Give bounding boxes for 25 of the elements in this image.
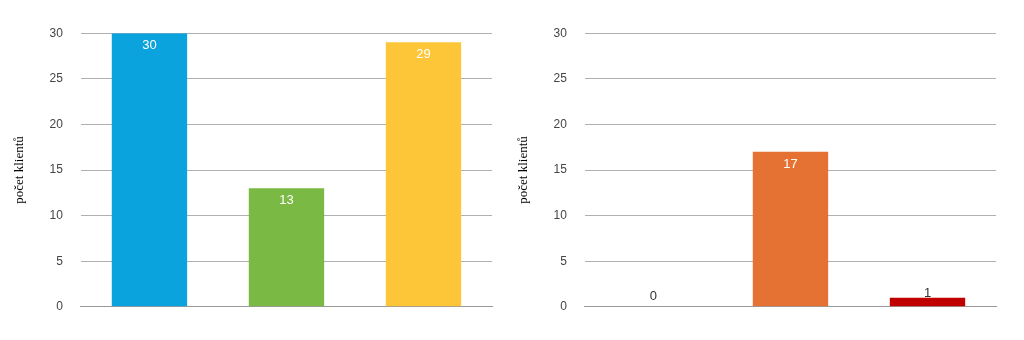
data-label: 1 (923, 284, 932, 300)
data-label: 0 (649, 287, 658, 303)
y-tick-label: 25 (49, 71, 64, 86)
bar (248, 188, 325, 307)
y-axis-title: počet klientů (515, 135, 531, 204)
y-tick-label: 10 (553, 207, 568, 222)
data-label: 17 (783, 155, 798, 171)
y-axis-title: počet klientů (11, 135, 27, 204)
y-tick-label: 15 (49, 162, 64, 177)
y-tick-label: 5 (560, 253, 568, 268)
data-label: 29 (416, 46, 431, 62)
y-tick-label: 10 (49, 207, 64, 222)
data-label: 13 (279, 192, 294, 208)
y-tick-label: 20 (553, 116, 568, 131)
y-tick-label: 30 (553, 25, 568, 40)
y-tick-label: 0 (560, 299, 568, 314)
y-tick-label: 20 (49, 116, 64, 131)
bar (385, 42, 462, 307)
y-tick-label: 30 (49, 25, 64, 40)
data-label: 30 (142, 37, 157, 53)
y-tick-label: 5 (56, 253, 64, 268)
y-tick-label: 25 (553, 71, 568, 86)
y-tick-label: 0 (56, 299, 64, 314)
bar (111, 33, 188, 307)
y-tick-label: 15 (553, 162, 568, 177)
